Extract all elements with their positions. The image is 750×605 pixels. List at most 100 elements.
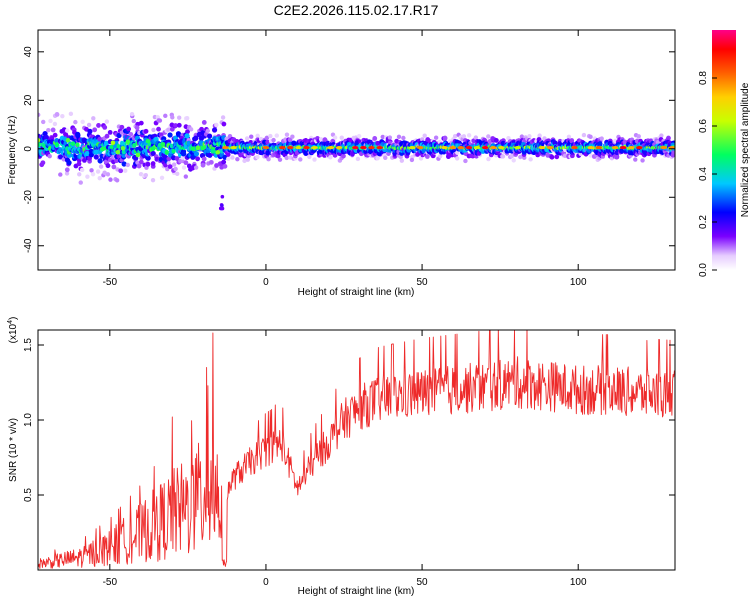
spectrogram-cell <box>50 127 56 133</box>
spectrogram-outlier <box>220 203 224 208</box>
spectrogram-cell <box>64 167 70 173</box>
spectrogram-cell <box>221 159 227 165</box>
snr-y-multiplier: (x104) <box>7 317 19 344</box>
spectrogram-cell <box>150 177 156 183</box>
spectrogram-x-axis-label: Height of straight line (km) <box>298 287 415 298</box>
spectrogram-cell <box>92 127 98 133</box>
spectrogram-cell <box>188 127 194 132</box>
spectrogram-cell <box>372 136 378 141</box>
spectrogram-cell <box>123 168 128 173</box>
spectrogram-cell <box>164 149 169 155</box>
spectrogram-peak <box>360 145 367 150</box>
spectrogram-cell <box>52 132 58 138</box>
spectrogram-cell <box>118 168 124 174</box>
spectrogram-cell <box>265 139 271 145</box>
snr-series-line <box>38 330 675 569</box>
spectrogram-peak <box>595 145 603 150</box>
colorbar-tick-label: 0.8 <box>698 71 709 85</box>
spectrogram-cell <box>466 133 472 138</box>
spectrogram-cell <box>75 142 80 148</box>
snr-y-tick-label: 1.5 <box>23 338 34 352</box>
spectrogram-y-tick-label: -20 <box>23 190 34 205</box>
spectrogram-cell <box>102 125 108 130</box>
spectrogram-cell <box>597 141 603 147</box>
spectrogram-cell <box>166 127 171 132</box>
spectrogram-cell <box>93 154 99 160</box>
spectrogram-cell <box>156 126 161 132</box>
spectrogram-cell <box>284 132 290 137</box>
spectrogram-cell <box>78 180 83 185</box>
spectrogram-cell <box>511 158 516 163</box>
spectrogram-peak <box>619 145 627 150</box>
spectrogram-cell <box>244 136 250 141</box>
spectrogram-y-tick-label: -40 <box>23 238 34 253</box>
spectrogram-cell <box>201 120 207 125</box>
spectrogram-cell <box>227 133 233 139</box>
spectrogram-cell <box>454 156 460 161</box>
spectrogram-cell <box>46 127 51 133</box>
spectrogram-cell <box>542 136 547 141</box>
spectrogram-cell <box>121 161 127 167</box>
spectrogram-cell <box>105 163 111 169</box>
spectrogram-cell <box>230 155 235 160</box>
spectrogram-cell <box>134 125 140 131</box>
spectrogram-cell <box>180 155 185 160</box>
spectrogram-cell <box>125 162 131 168</box>
spectrogram-cell <box>318 137 324 142</box>
spectrogram-cell <box>200 162 206 168</box>
spectrogram-peak <box>368 145 375 150</box>
spectrogram-cell <box>493 138 499 143</box>
spectrogram-cell <box>201 156 207 162</box>
spectrogram-peak <box>514 145 521 150</box>
spectrogram-peak <box>457 145 464 150</box>
spectrogram-peak <box>441 145 448 150</box>
spectrogram-panel: -50 0 50 100 40 20 0 -20 -40 Height of straight… <box>7 29 676 298</box>
spectrogram-cell <box>225 152 231 157</box>
spectrogram-cell <box>43 134 50 140</box>
spectrogram-cell <box>274 133 279 138</box>
spectrogram-cell <box>183 160 189 166</box>
spectrogram-cell <box>82 157 87 163</box>
spectrogram-cell <box>268 133 273 139</box>
spectrogram-peak <box>352 145 359 150</box>
spectrogram-cell <box>549 154 555 160</box>
spectrogram-cell <box>65 128 70 133</box>
spectrogram-y-axis-label: Frequency (Hz) <box>7 116 18 185</box>
spectrogram-cell <box>537 133 542 138</box>
spectrogram-y-ticks: 40 20 0 -20 -40 <box>23 46 675 253</box>
spectrogram-cell <box>86 122 92 128</box>
spectrogram-peak <box>311 145 318 150</box>
spectrogram-cell <box>132 142 137 148</box>
spectrogram-cell <box>599 136 604 141</box>
spectrogram-cell <box>355 156 361 162</box>
spectrogram-cell <box>159 175 165 180</box>
spectrogram-cell <box>181 165 187 170</box>
spectrogram-cell <box>183 174 189 179</box>
snr-y-tick-label: 1.0 <box>23 413 34 427</box>
spectrogram-cell <box>455 150 460 155</box>
spectrogram-cell <box>328 155 333 160</box>
spectrogram-cell <box>433 135 439 140</box>
spectrogram-field <box>38 111 675 211</box>
spectrogram-cell <box>116 132 122 139</box>
spectrogram-cell <box>89 168 94 173</box>
spectrogram-cell <box>77 172 82 177</box>
figure-title: C2E2.2026.115.02.17.R17 <box>274 2 439 18</box>
snr-x-tick-label: 0 <box>263 577 269 588</box>
spectrogram-cell <box>383 155 388 160</box>
spectrogram-cell <box>135 160 140 165</box>
spectrogram-peak <box>473 145 481 150</box>
spectrogram-cell <box>96 123 101 128</box>
spectrogram-x-tick-label: 0 <box>263 277 269 288</box>
spectrogram-peak <box>465 145 473 150</box>
snr-x-tick-label: -50 <box>103 577 118 588</box>
spectrogram-y-tick-label: 20 <box>23 94 34 106</box>
spectrogram-cell <box>60 113 65 119</box>
spectrogram-peak <box>200 145 206 151</box>
spectrogram-cell <box>214 122 219 128</box>
spectrogram-cell <box>143 128 149 134</box>
spectrogram-cell <box>175 171 180 176</box>
spectrogram-cell <box>145 155 151 161</box>
spectrogram-cell <box>275 153 281 159</box>
